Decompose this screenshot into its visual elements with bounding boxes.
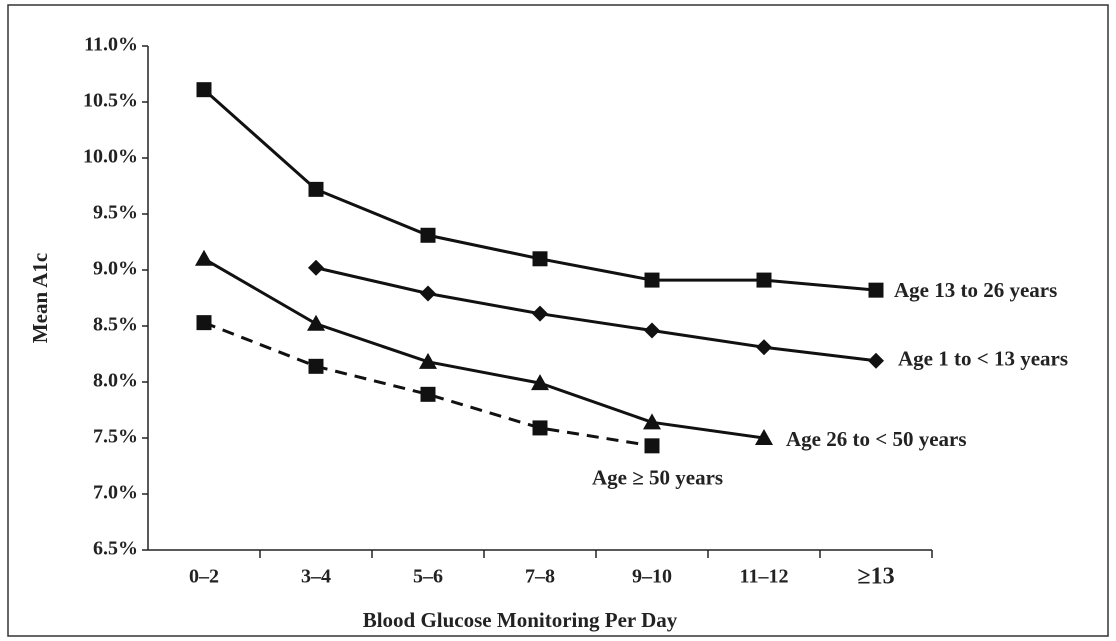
- marker: [756, 272, 772, 288]
- marker: [532, 420, 548, 436]
- marker: [196, 315, 212, 331]
- y-tick-label: 9.0%: [93, 258, 138, 280]
- x-tick-label: 3–4: [301, 566, 331, 588]
- marker: [308, 181, 324, 197]
- marker: [643, 413, 661, 430]
- marker: [196, 82, 212, 98]
- marker: [644, 272, 660, 288]
- x-tick-label: ≥13: [857, 564, 894, 590]
- x-tick-label: 11–12: [740, 566, 789, 588]
- y-tick-label: 6.5%: [93, 538, 138, 560]
- y-tick-label: 10.5%: [83, 90, 138, 112]
- marker: [419, 352, 437, 369]
- series-label: Age 13 to 26 years: [894, 278, 1057, 302]
- x-axis-label: Blood Glucose Monitoring Per Day: [363, 608, 678, 632]
- marker: [868, 352, 884, 369]
- y-axis-label: Mean A1c: [28, 253, 52, 343]
- x-tick-label: 9–10: [632, 566, 672, 588]
- marker: [307, 314, 325, 331]
- y-tick-label: 7.0%: [93, 482, 138, 504]
- marker: [531, 374, 549, 391]
- series-label: Age 26 to < 50 years: [786, 427, 967, 451]
- y-tick-label: 8.0%: [93, 370, 138, 392]
- marker: [644, 438, 660, 454]
- y-tick-label: 7.5%: [93, 426, 138, 448]
- x-tick-label: 7–8: [525, 566, 555, 588]
- series-label: Age 1 to < 13 years: [898, 347, 1068, 371]
- series-line: [203, 321, 653, 448]
- x-tick-label: 0–2: [189, 566, 219, 588]
- y-tick-label: 8.5%: [93, 314, 138, 336]
- series-line: [203, 257, 765, 440]
- y-tick-label: 9.5%: [93, 202, 138, 224]
- y-tick-label: 10.0%: [83, 146, 138, 168]
- series-label: Age ≥ 50 years: [592, 466, 723, 490]
- y-tick-label: 11.0%: [84, 34, 138, 56]
- marker: [308, 358, 324, 374]
- marker: [420, 285, 436, 302]
- marker: [308, 259, 324, 276]
- frame: [7, 4, 1109, 637]
- marker: [532, 305, 548, 322]
- marker: [868, 282, 884, 298]
- marker: [644, 322, 660, 339]
- marker: [756, 339, 772, 356]
- x-tick-label: 5–6: [413, 566, 443, 588]
- marker: [420, 227, 436, 243]
- marker: [532, 251, 548, 267]
- marker: [195, 249, 213, 266]
- marker: [420, 386, 436, 402]
- marker: [755, 429, 773, 445]
- series-line: [315, 266, 877, 363]
